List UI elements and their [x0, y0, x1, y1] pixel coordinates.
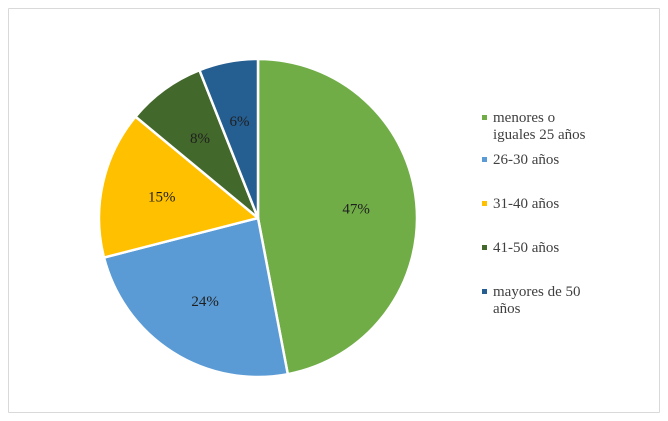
legend-marker — [482, 115, 487, 120]
legend-marker — [482, 201, 487, 206]
pie-slice-3 — [97, 115, 260, 259]
legend-item-2: 26-30 años — [482, 152, 559, 168]
pie-slice-2 — [102, 216, 290, 379]
legend-label: iguales 25 años — [493, 127, 586, 143]
legend-label: años — [493, 301, 521, 317]
data-label-2: 24% — [191, 294, 219, 310]
legend-label: 26-30 años — [493, 152, 559, 168]
data-label-3: 15% — [148, 189, 176, 205]
pie-slice-1 — [256, 57, 419, 376]
legend-label: menores o — [493, 110, 555, 126]
pie-slice-5 — [198, 57, 260, 220]
data-label-1: 47% — [342, 202, 370, 218]
pie-slices — [97, 57, 419, 379]
chart-area — [8, 8, 660, 413]
legend-label: 31-40 años — [493, 196, 559, 212]
data-labels: 47% 24% 15% 8% 6% — [148, 114, 370, 310]
data-label-4: 8% — [190, 131, 210, 147]
legend-item-4: 41-50 años — [482, 240, 559, 256]
legend-marker — [482, 289, 487, 294]
legend-label: 41-50 años — [493, 240, 559, 256]
legend-item-3: 31-40 años — [482, 196, 559, 212]
data-label-5: 6% — [230, 114, 250, 130]
legend-label: mayores de 50 — [493, 284, 580, 300]
legend-marker — [482, 245, 487, 250]
legend-marker — [482, 157, 487, 162]
